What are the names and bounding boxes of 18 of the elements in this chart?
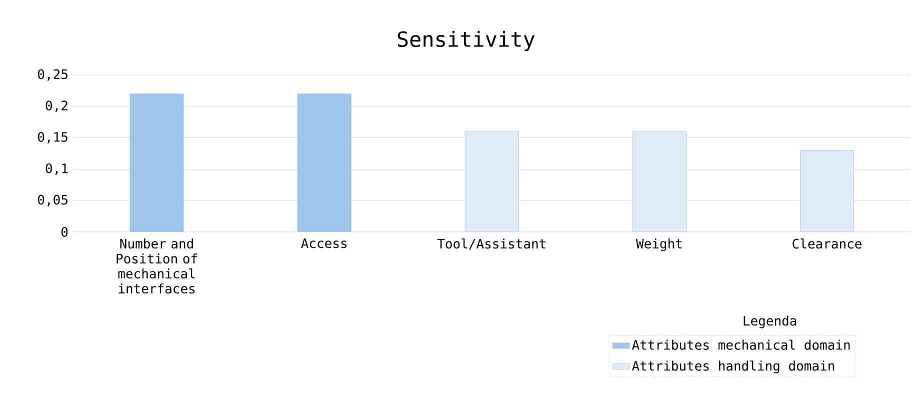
legend-title: Legenda bbox=[744, 316, 796, 328]
bar bbox=[800, 150, 854, 232]
y-tick-label: 0,25 bbox=[38, 69, 68, 81]
x-tick-label: Tool/Assistant bbox=[437, 238, 546, 250]
x-tick-label: Weight bbox=[636, 238, 682, 252]
legend-label: Attributes handling domain bbox=[632, 360, 834, 374]
x-tick-label: Number and Position of mechanical interfaces bbox=[116, 238, 197, 294]
y-tick-label: 0 bbox=[61, 227, 68, 237]
y-tick-label: 0,15 bbox=[38, 132, 68, 144]
y-tick-label: 0,2 bbox=[46, 100, 68, 112]
chart-title: Sensitivity bbox=[398, 30, 535, 52]
legend-label: Attributes mechanical domain bbox=[632, 340, 850, 350]
x-tick-label: Clearance bbox=[792, 238, 862, 249]
bar bbox=[632, 131, 686, 232]
y-tick-label: 0,05 bbox=[38, 194, 68, 206]
y-tick-label: 0,1 bbox=[46, 163, 68, 175]
bar bbox=[464, 131, 519, 232]
x-tick-label: Access bbox=[301, 238, 347, 248]
